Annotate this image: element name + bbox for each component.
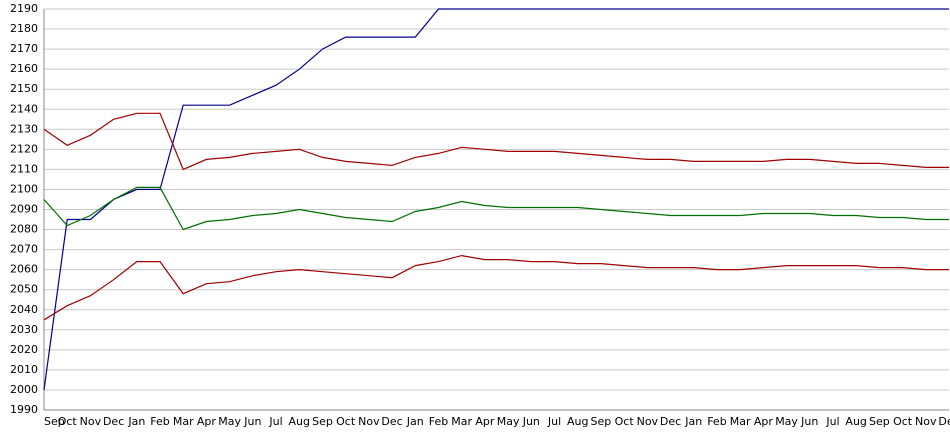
y-tick-label: 2080: [10, 223, 38, 236]
x-tick-label: Aug: [845, 415, 866, 428]
series-line: [43, 186, 949, 231]
x-tick-label: Apr: [754, 415, 774, 428]
series-line: [43, 254, 949, 321]
y-tick-label: 2160: [10, 62, 38, 75]
x-tick-label: Aug: [567, 415, 588, 428]
x-tick-label: Oct: [336, 415, 356, 428]
x-tick-label: Nov: [637, 415, 659, 428]
x-tick-label: Oct: [893, 415, 913, 428]
x-tick-label: Nov: [80, 415, 102, 428]
x-tick-label: May: [497, 415, 520, 428]
x-tick-label: Sep: [44, 415, 65, 428]
x-tick-label: Oct: [58, 415, 78, 428]
y-tick-label: 2180: [10, 22, 38, 35]
x-tick-label: Nov: [915, 415, 937, 428]
x-tick-label: Dec: [938, 415, 950, 428]
y-tick-label: 2140: [10, 102, 38, 115]
y-tick-label: 2110: [10, 162, 38, 175]
x-tick-label: Sep: [869, 415, 890, 428]
x-tick-label: Apr: [475, 415, 495, 428]
x-tick-label: Jan: [684, 415, 702, 428]
y-tick-label: 2150: [10, 82, 38, 95]
y-tick-label: 2000: [10, 383, 38, 396]
y-tick-label: 2010: [10, 363, 38, 376]
y-tick-label: 2130: [10, 122, 38, 135]
x-tick-label: Apr: [197, 415, 217, 428]
x-tick-label: Jun: [522, 415, 540, 428]
y-tick-label: 2030: [10, 323, 38, 336]
x-tick-label: May: [775, 415, 798, 428]
x-tick-label: Jun: [800, 415, 818, 428]
y-tick-label: 2120: [10, 142, 38, 155]
y-tick-label: 2050: [10, 283, 38, 296]
x-tick-label: Jul: [547, 415, 561, 428]
x-tick-label: Aug: [289, 415, 310, 428]
x-tick-label: Nov: [358, 415, 380, 428]
y-tick-label: 2090: [10, 203, 38, 216]
x-tick-label: Dec: [660, 415, 681, 428]
x-tick-label: Feb: [707, 415, 726, 428]
x-tick-label: Feb: [429, 415, 448, 428]
x-tick-label: Dec: [381, 415, 402, 428]
y-tick-label: 2190: [10, 2, 38, 15]
x-tick-label: Jun: [243, 415, 261, 428]
x-tick-label: Jul: [825, 415, 839, 428]
x-tick-label: Dec: [103, 415, 124, 428]
x-tick-label: Feb: [150, 415, 169, 428]
x-tick-label: Mar: [451, 415, 472, 428]
y-tick-label: 2170: [10, 42, 38, 55]
x-tick-label: Mar: [173, 415, 194, 428]
y-tick-label: 2020: [10, 343, 38, 356]
x-tick-label: May: [218, 415, 241, 428]
x-tick-label: Jan: [127, 415, 145, 428]
y-tick-label: 2060: [10, 263, 38, 276]
series-line: [43, 8, 949, 390]
y-tick-label: 1990: [10, 403, 38, 416]
x-tick-label: Sep: [312, 415, 333, 428]
x-tick-label: Jul: [268, 415, 282, 428]
x-tick-label: Sep: [591, 415, 612, 428]
y-tick-label: 2070: [10, 243, 38, 256]
y-tick-label: 2040: [10, 303, 38, 316]
y-tick-label: 2100: [10, 182, 38, 195]
x-tick-label: Oct: [615, 415, 635, 428]
series-line: [43, 112, 949, 171]
x-tick-label: Jan: [406, 415, 424, 428]
x-tick-label: Mar: [730, 415, 751, 428]
